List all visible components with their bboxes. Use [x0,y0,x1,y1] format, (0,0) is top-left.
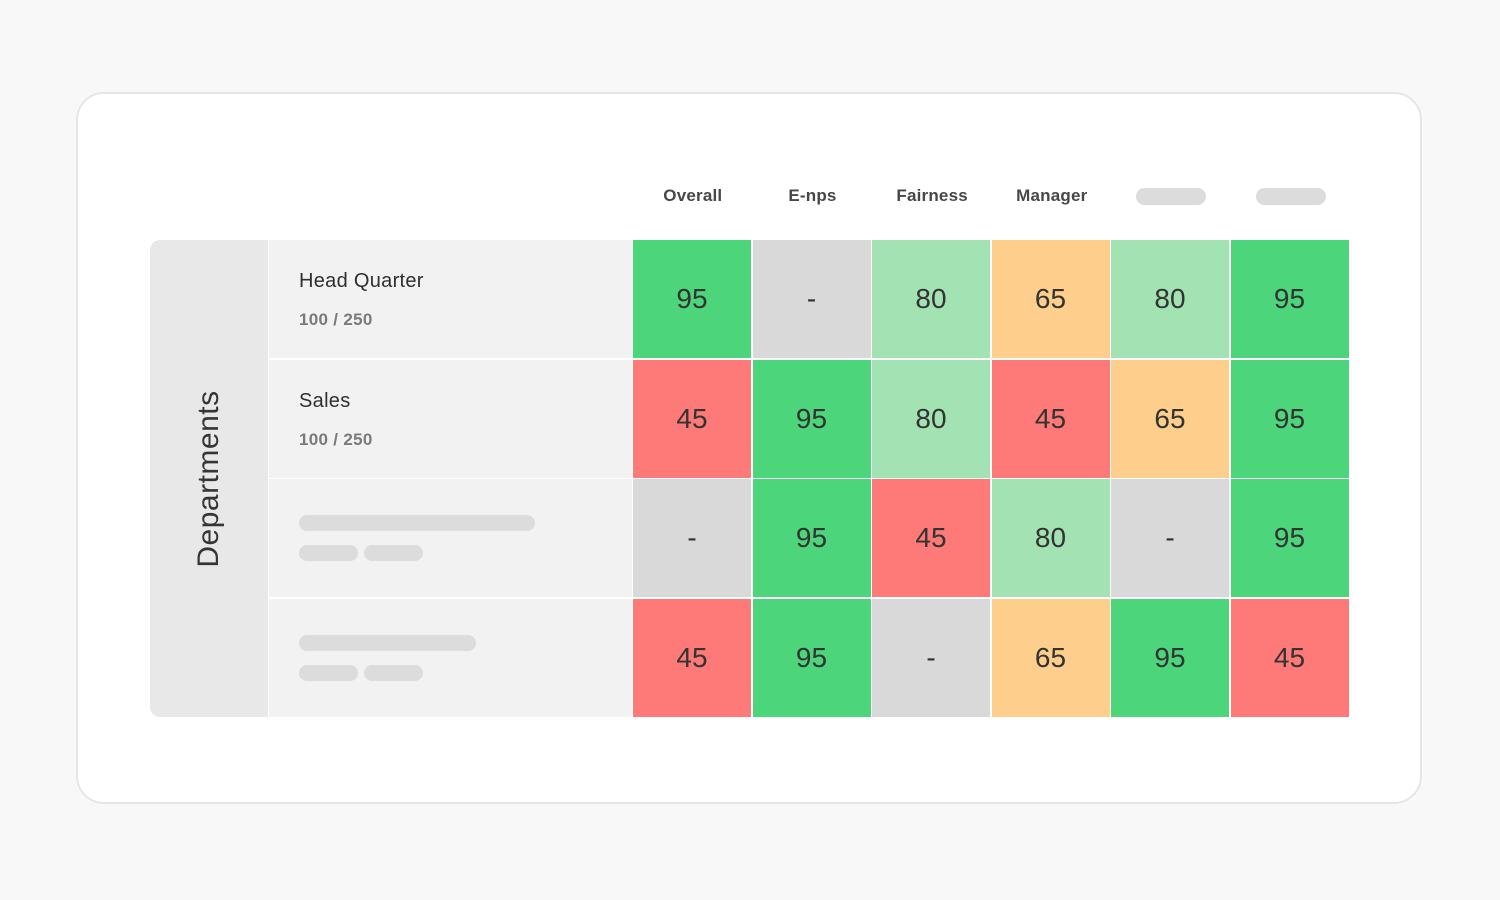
score-cell[interactable]: 95 [1230,240,1349,358]
response-count: 100 / 250 [299,310,373,329]
score-cell[interactable]: 95 [752,599,871,717]
score-cell[interactable]: 45 [872,479,990,597]
column-header-manager: Manager [1016,186,1088,205]
count-skeleton [364,665,423,681]
count-skeleton [364,545,423,561]
department-label-cell [269,479,632,597]
score-cell[interactable]: - [633,479,751,597]
score-cell[interactable]: 80 [991,479,1110,597]
department-name: Sales [299,390,351,412]
score-cell[interactable]: 65 [991,599,1110,717]
count-skeleton [299,665,358,681]
score-cell[interactable]: 45 [1230,599,1349,717]
score-cell[interactable]: 80 [872,360,990,478]
departments-group-label: Departments [150,240,268,717]
column-header-skeleton [1256,187,1327,205]
score-cell[interactable]: 95 [633,240,751,358]
score-cell[interactable]: 45 [633,599,751,717]
name-skeleton [299,635,476,651]
count-skeleton [299,545,358,561]
column-header-placeholder [1231,176,1351,216]
department-row[interactable]: Sales 100 / 250 45 95 80 45 65 95 [269,360,1351,478]
score-cell[interactable]: 45 [633,360,751,478]
name-skeleton [299,515,535,531]
department-label-cell [269,599,632,717]
score-cell[interactable]: - [872,599,990,717]
department-row[interactable]: Head Quarter 100 / 250 95-80 65 80 95 [269,240,1351,358]
department-row[interactable]: 45 95-65 95 45 [269,599,1351,717]
column-headers: Overall E-nps Fairness Manager [633,176,1351,216]
score-cell[interactable]: 65 [1111,360,1229,478]
column-header-placeholder [1112,176,1232,216]
column-header-overall: Overall [663,186,723,205]
score-cell[interactable]: 80 [872,240,990,358]
score-cell[interactable]: 65 [991,240,1110,358]
column-header-e-nps: E-nps [788,186,837,205]
score-cell[interactable]: 95 [1230,360,1349,478]
column-header-skeleton [1136,187,1207,205]
score-cells: 95-80 65 80 95 [633,240,1349,358]
score-cell[interactable]: 95 [752,479,871,597]
heatmap-rows: Head Quarter 100 / 250 95-80 65 80 95 Sales 100… [269,240,1351,717]
department-row[interactable]: -95 45 80-95 [269,479,1351,597]
score-cell[interactable]: 45 [991,360,1110,478]
score-cells: -95 45 80-95 [633,479,1349,597]
score-cell[interactable]: 95 [752,360,871,478]
department-name: Head Quarter [299,270,424,292]
score-cell[interactable]: 80 [1111,240,1229,358]
score-cell[interactable]: - [1111,479,1229,597]
score-cell[interactable]: - [752,240,871,358]
score-cells: 45 95-65 95 45 [633,599,1349,717]
department-label-cell: Head Quarter 100 / 250 [269,240,632,358]
column-header-fairness: Fairness [896,186,968,205]
score-cells: 45 95 80 45 65 95 [633,360,1349,478]
department-label-cell: Sales 100 / 250 [269,360,632,478]
score-cell[interactable]: 95 [1111,599,1229,717]
departments-label: Departments [192,389,225,568]
response-count: 100 / 250 [299,430,373,449]
score-cell[interactable]: 95 [1230,479,1349,597]
